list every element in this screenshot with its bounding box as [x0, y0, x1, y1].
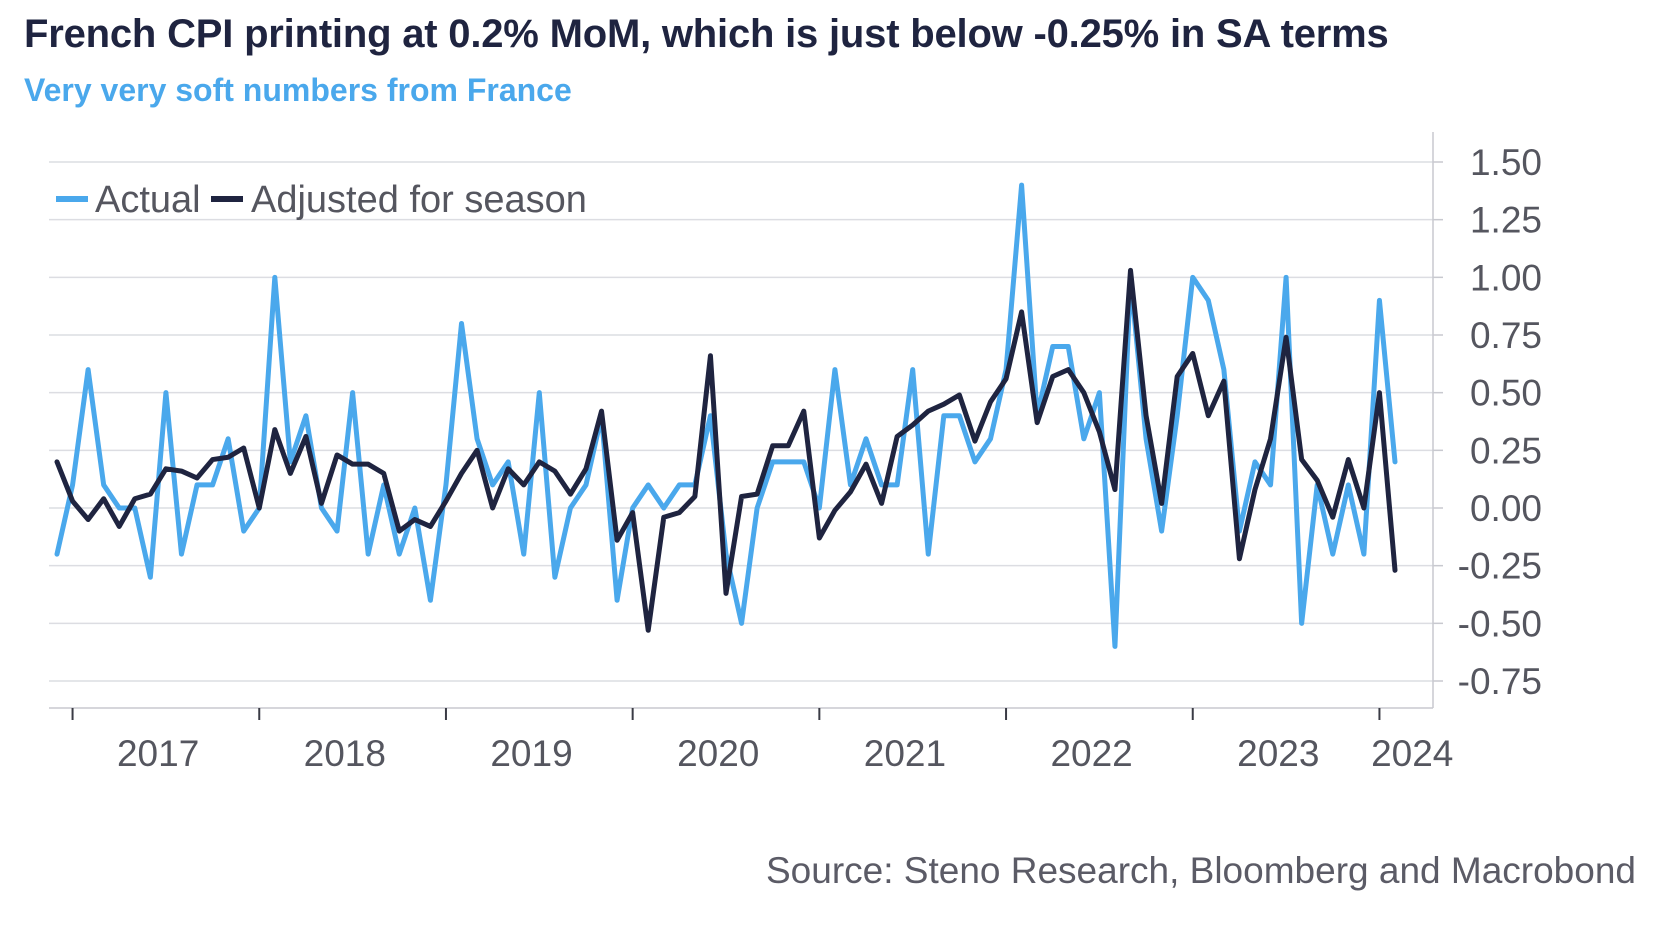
- y-tick-label: 0.50: [1470, 373, 1542, 414]
- x-tick-label: 2021: [864, 733, 946, 774]
- legend-adjusted-label: Adjusted for season: [251, 179, 587, 221]
- source-note: Source: Steno Research, Bloomberg and Ma…: [765, 850, 1636, 891]
- chart-subtitle: Very very soft numbers from France: [24, 72, 572, 108]
- y-tick-label: -0.25: [1458, 546, 1542, 587]
- x-tick-label: 2019: [490, 733, 572, 774]
- y-tick-label: 0.25: [1470, 430, 1542, 471]
- y-tick-label: -0.50: [1458, 603, 1542, 644]
- x-tick-label: 2022: [1050, 733, 1132, 774]
- x-tick-label: 2017: [117, 733, 199, 774]
- x-tick-label: 2020: [677, 733, 759, 774]
- x-tick-labels: 2017 2018 2019 2020 2021 2022 2023 2024: [117, 733, 1453, 774]
- y-tick-label: 0.00: [1470, 488, 1542, 529]
- x-tick-label: 2024: [1371, 733, 1453, 774]
- y-tick-label: 1.50: [1470, 142, 1542, 183]
- x-tick-label: 2023: [1237, 733, 1319, 774]
- axes: [49, 132, 1443, 720]
- y-tick-label: -0.75: [1458, 661, 1542, 702]
- y-tick-label: 0.75: [1470, 315, 1542, 356]
- legend-actual-label: Actual: [95, 179, 201, 221]
- series-line-actual: [54, 182, 1398, 649]
- series-line-adjusted: [54, 267, 1398, 633]
- y-tick-label: 1.25: [1470, 200, 1542, 241]
- y-tick-labels: 1.50 1.25 1.00 0.75 0.50 0.25 0.00 -0.25 -0.50 -0…: [1458, 142, 1542, 702]
- chart-title: French CPI printing at 0.2% MoM, which i…: [24, 12, 1389, 56]
- legend: Actual Adjusted for season: [56, 179, 587, 221]
- series-lines: [54, 182, 1398, 649]
- x-tick-label: 2018: [304, 733, 386, 774]
- y-tick-label: 1.00: [1470, 257, 1542, 298]
